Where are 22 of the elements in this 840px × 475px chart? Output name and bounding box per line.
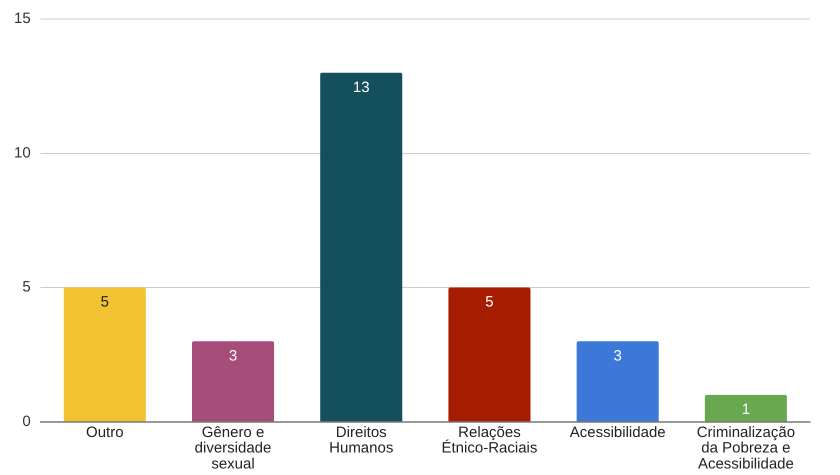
- bar: [64, 288, 146, 422]
- bar: [576, 341, 659, 422]
- x-tick-label: Criminalização da Pobreza e Acessibilidade: [696, 424, 796, 472]
- bar: [448, 288, 530, 422]
- data-label: 13: [352, 78, 370, 96]
- y-tick-label: 15: [14, 10, 31, 28]
- data-label: 3: [614, 347, 622, 364]
- y-tick-label: 10: [14, 144, 31, 162]
- bar: [192, 341, 274, 422]
- data-label: 1: [742, 401, 750, 418]
- x-tick-label: Gênero e diversidade sexual: [194, 424, 272, 472]
- data-label: 3: [228, 347, 238, 364]
- x-tick-label: Direitos Humanos: [329, 424, 394, 457]
- x-tick-label: Acessibilidade: [570, 424, 666, 441]
- x-tick-label: Outro: [86, 424, 124, 441]
- y-tick-label: 5: [22, 278, 31, 296]
- y-tick-label: 0: [22, 412, 31, 430]
- data-label: 5: [485, 294, 494, 311]
- bar: [704, 394, 787, 422]
- data-label: 5: [100, 294, 109, 311]
- x-tick-label: Relações Étnico-Raciais: [442, 424, 538, 457]
- bar: [320, 72, 402, 422]
